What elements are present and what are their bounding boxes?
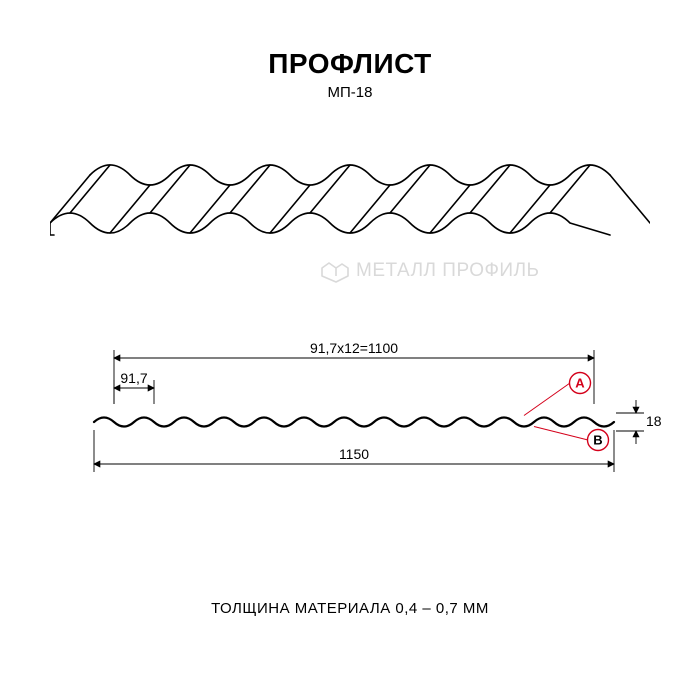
watermark-logo-icon [320,258,350,284]
dim-pitch: 91,7 [114,370,154,404]
profile-cross-section: 91,7х12=1100 91,7 1150 [30,340,670,510]
dim-cover-width: 91,7х12=1100 [114,340,594,404]
title: ПРОФЛИСТ [0,48,700,80]
marker-b: B [534,427,609,451]
page: ПРОФЛИСТ МП-18 [0,0,700,700]
dim-height: 18 [616,400,662,444]
svg-text:91,7х12=1100: 91,7х12=1100 [310,340,398,356]
footer-thickness: ТОЛЩИНА МАТЕРИАЛА 0,4 – 0,7 ММ [0,600,700,617]
svg-text:18: 18 [646,413,662,429]
watermark: МЕТАЛЛ ПРОФИЛЬ [320,258,540,284]
svg-text:91,7: 91,7 [120,370,147,386]
svg-text:B: B [593,433,602,448]
svg-text:A: A [575,376,585,391]
profile-wave [94,418,614,427]
dim-overall-width: 1150 [94,430,614,472]
marker-a: A [524,373,591,416]
svg-text:1150: 1150 [339,446,369,462]
subtitle: МП-18 [0,84,700,101]
watermark-text: МЕТАЛЛ ПРОФИЛЬ [356,260,540,282]
